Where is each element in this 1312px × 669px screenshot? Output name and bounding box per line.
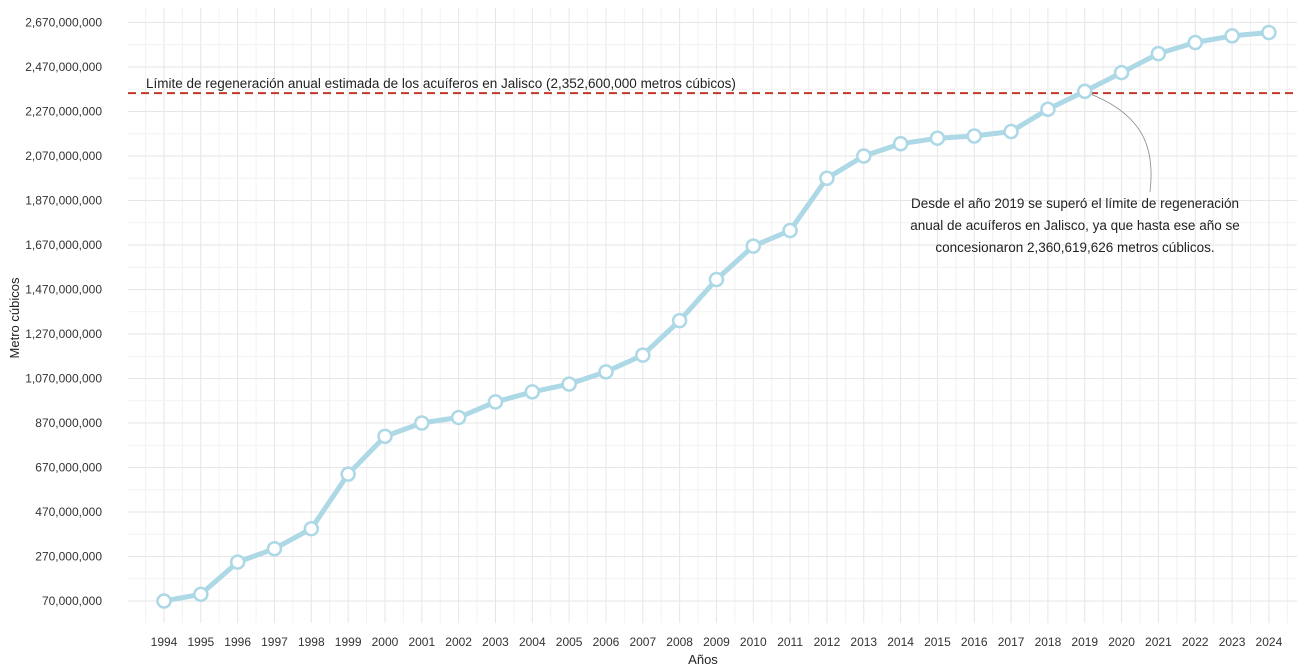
y-tick-label: 1,870,000,000 — [25, 194, 102, 208]
x-axis-title: Años — [688, 652, 718, 667]
x-tick-label: 2015 — [924, 635, 951, 649]
x-tick-label: 2020 — [1108, 635, 1135, 649]
data-point-2006 — [598, 364, 614, 380]
x-tick-label: 2000 — [372, 635, 399, 649]
x-tick-label: 2007 — [629, 635, 656, 649]
y-tick-label: 1,470,000,000 — [25, 283, 102, 297]
data-point-2015 — [929, 130, 946, 146]
data-point-2001 — [414, 415, 430, 431]
x-tick-label: 2022 — [1182, 635, 1209, 649]
y-tick-label: 1,670,000,000 — [25, 238, 102, 252]
annotation-line-3: concesionaron 2,360,619,626 metros cúbli… — [935, 240, 1214, 255]
data-point-2019 — [1077, 83, 1093, 100]
y-tick-label: 2,470,000,000 — [25, 60, 102, 74]
data-point-1999 — [340, 466, 356, 482]
data-point-2002 — [450, 409, 467, 426]
x-tick-label: 1998 — [298, 635, 325, 649]
y-tick-label: 1,070,000,000 — [25, 372, 102, 386]
data-point-2017 — [1003, 123, 1019, 140]
data-point-2018 — [1040, 101, 1056, 118]
x-tick-label: 2001 — [408, 635, 435, 649]
x-tick-label: 2008 — [666, 635, 693, 649]
data-point-2005 — [561, 376, 577, 392]
annotation-connector — [1088, 92, 1152, 193]
y-tick-label: 2,270,000,000 — [25, 105, 102, 119]
x-tick-label: 2012 — [814, 635, 841, 649]
y-tick-label: 270,000,000 — [35, 550, 102, 564]
data-point-2023 — [1224, 28, 1240, 44]
x-tick-label: 2021 — [1145, 635, 1172, 649]
data-point-1994 — [156, 593, 172, 609]
annotation-text: Desde el año 2019 se superó el límite de… — [910, 196, 1239, 255]
data-point-2010 — [745, 238, 762, 254]
y-tick-label: 670,000,000 — [35, 461, 102, 475]
x-tick-label: 2006 — [593, 635, 620, 649]
x-tick-label: 2013 — [850, 635, 877, 649]
data-point-1995 — [193, 586, 209, 603]
x-tick-label: 2004 — [519, 635, 546, 649]
x-tick-label: 2010 — [740, 635, 767, 649]
data-point-2022 — [1187, 34, 1203, 51]
x-axis: 1994 1995 1996 1997 1998 1999 2000 2001 2002 2003… — [151, 635, 1283, 649]
regeneration-limit-label: Límite de regeneración anual estimada de… — [146, 76, 736, 91]
data-point-2013 — [856, 148, 872, 164]
data-point-2016 — [966, 128, 983, 144]
x-tick-label: 2024 — [1256, 635, 1283, 649]
grid — [128, 8, 1297, 623]
x-tick-label: 2003 — [482, 635, 509, 649]
x-tick-label: 2005 — [556, 635, 583, 649]
series-markers — [156, 24, 1277, 609]
data-point-2020 — [1113, 64, 1130, 81]
annotation-line-2: anual de acuíferos en Jalisco, ya que ha… — [910, 218, 1239, 233]
x-tick-label: 2023 — [1219, 635, 1246, 649]
data-point-2012 — [819, 170, 835, 186]
data-point-2007 — [635, 347, 651, 363]
x-tick-label: 1999 — [335, 635, 362, 649]
data-point-2003 — [487, 394, 504, 410]
data-point-2024 — [1261, 24, 1277, 41]
x-tick-label: 2018 — [1035, 635, 1062, 649]
x-tick-label: 1996 — [224, 635, 251, 649]
y-axis: 70,000,000 270,000,000 470,000,000 670,000,… — [25, 16, 102, 609]
x-tick-label: 2002 — [445, 635, 472, 649]
data-point-2014 — [892, 136, 909, 152]
data-point-1997 — [266, 540, 283, 557]
data-point-2004 — [524, 384, 541, 400]
y-tick-label: 470,000,000 — [35, 505, 102, 519]
data-point-1996 — [229, 554, 246, 570]
data-point-2009 — [708, 271, 725, 288]
data-point-2008 — [671, 312, 688, 329]
data-point-1998 — [303, 520, 320, 537]
y-tick-label: 70,000,000 — [42, 594, 102, 608]
y-tick-label: 1,270,000,000 — [25, 327, 102, 341]
x-tick-label: 2019 — [1071, 635, 1098, 649]
y-tick-label: 2,070,000,000 — [25, 149, 102, 163]
y-axis-title: Metro cúbicos — [7, 277, 22, 358]
data-point-2021 — [1150, 45, 1167, 62]
series — [156, 24, 1277, 609]
x-tick-label: 2014 — [887, 635, 914, 649]
x-tick-label: 1995 — [187, 635, 214, 649]
reference-line-group: Límite de regeneración anual estimada de… — [128, 76, 1297, 95]
data-point-2000 — [377, 428, 393, 445]
annotation-line-1: Desde el año 2019 se superó el límite de… — [911, 196, 1239, 211]
x-tick-label: 2011 — [777, 635, 803, 649]
x-tick-label: 2017 — [998, 635, 1025, 649]
x-tick-label: 1997 — [261, 635, 288, 649]
data-point-2011 — [782, 222, 798, 239]
x-tick-label: 1994 — [151, 635, 178, 649]
y-tick-label: 2,670,000,000 — [25, 16, 102, 30]
x-tick-label: 2016 — [961, 635, 988, 649]
y-tick-label: 870,000,000 — [35, 416, 102, 430]
x-tick-label: 2009 — [703, 635, 730, 649]
